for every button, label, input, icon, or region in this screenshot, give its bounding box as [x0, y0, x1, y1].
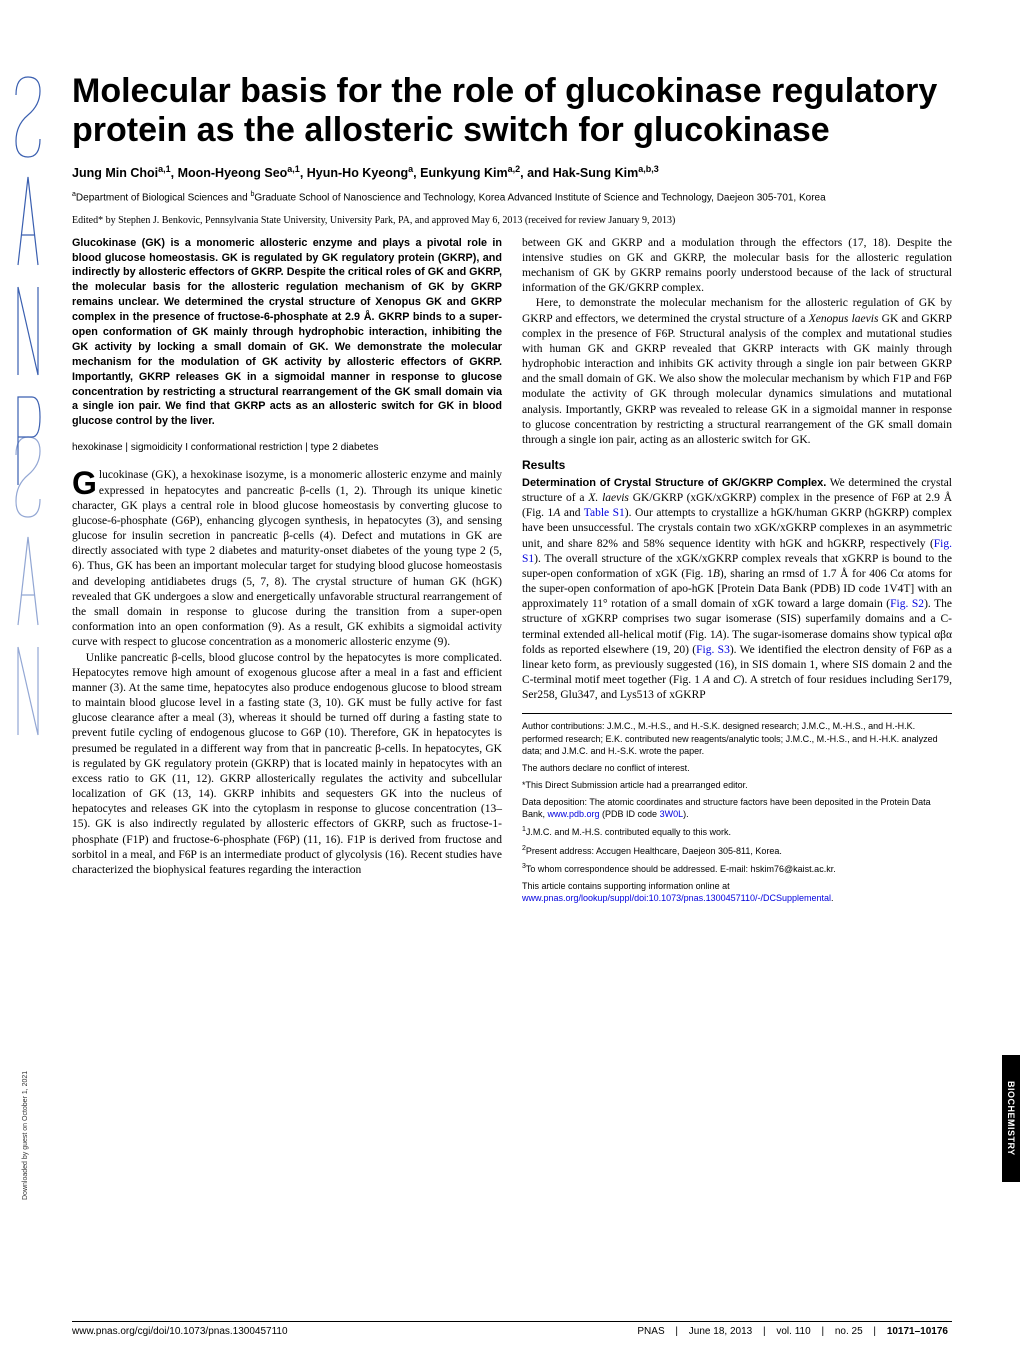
data-deposition: Data deposition: The atomic coordinates …	[522, 796, 952, 820]
footer-vol: vol. 110	[772, 1326, 814, 1337]
footer-citation: PNAS | June 18, 2013 | vol. 110 | no. 25…	[633, 1326, 952, 1337]
left-column: Glucokinase (GK) is a monomeric alloster…	[72, 236, 502, 910]
author-notes-rule	[522, 713, 952, 714]
para-3: between GK and GKRP and a modulation thr…	[522, 236, 952, 297]
direct-submission: *This Direct Submission article had a pr…	[522, 779, 952, 791]
footer-sep: |	[869, 1326, 880, 1337]
right-column: between GK and GKRP and a modulation thr…	[522, 236, 952, 910]
abstract: Glucokinase (GK) is a monomeric alloster…	[72, 236, 502, 430]
para-4: Here, to demonstrate the molecular mecha…	[522, 296, 952, 448]
footer-sep: |	[671, 1326, 682, 1337]
pnas-logo-sidebar	[8, 65, 48, 785]
conflict-statement: The authors declare no conflict of inter…	[522, 762, 952, 774]
keywords: hexokinase | sigmoidicity I conformation…	[72, 441, 502, 454]
footer-doi: www.pnas.org/cgi/doi/10.1073/pnas.130045…	[72, 1326, 288, 1337]
page-footer: www.pnas.org/cgi/doi/10.1073/pnas.130045…	[72, 1321, 952, 1337]
dropcap: G	[72, 468, 99, 497]
footer-date: June 18, 2013	[685, 1326, 756, 1337]
author-list: Jung Min Choia,1, Moon-Hyeong Seoa,1, Hy…	[72, 164, 952, 180]
author-notes: Author contributions: J.M.C., M.-H.S., a…	[522, 720, 952, 904]
footnote-2: 2Present address: Accugen Healthcare, Da…	[522, 844, 952, 857]
body-text-left: Glucokinase (GK), a hexokinase isozyme, …	[72, 468, 502, 878]
para-1: lucokinase (GK), a hexokinase isozyme, i…	[72, 469, 502, 648]
author-contributions: Author contributions: J.M.C., M.-H.S., a…	[522, 720, 952, 756]
article-page: Molecular basis for the role of glucokin…	[72, 72, 952, 909]
results-para: Determination of Crystal Structure of GK…	[522, 476, 952, 704]
footer-issue: no. 25	[831, 1326, 867, 1337]
download-note: Downloaded by guest on October 1, 2021	[22, 1071, 29, 1200]
footer-journal: PNAS	[633, 1326, 668, 1337]
edited-by: Edited* by Stephen J. Benkovic, Pennsylv…	[72, 215, 952, 226]
footnote-3: 3To whom correspondence should be addres…	[522, 862, 952, 875]
affiliations: aDepartment of Biological Sciences and b…	[72, 190, 952, 204]
results-heading: Results	[522, 458, 952, 474]
footer-sep: |	[817, 1326, 828, 1337]
footnote-1: 1J.M.C. and M.-H.S. contributed equally …	[522, 825, 952, 838]
two-column-body: Glucokinase (GK) is a monomeric alloster…	[72, 236, 952, 910]
body-text-right: between GK and GKRP and a modulation thr…	[522, 236, 952, 704]
footer-sep: |	[759, 1326, 770, 1337]
footer-pages: 10171–10176	[883, 1326, 952, 1337]
supporting-info: This article contains supporting informa…	[522, 880, 952, 904]
biochemistry-tab: BIOCHEMISTRY	[1002, 1055, 1020, 1182]
para-2: Unlike pancreatic β-cells, blood glucose…	[72, 651, 502, 879]
article-title: Molecular basis for the role of glucokin…	[72, 72, 952, 150]
